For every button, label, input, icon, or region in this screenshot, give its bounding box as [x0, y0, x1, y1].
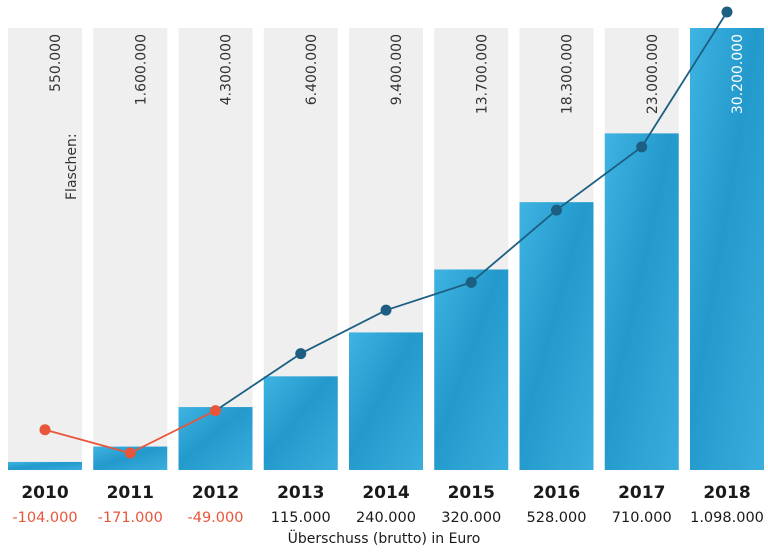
bottles-bar-2018: [690, 28, 764, 470]
surplus-label-2014: 240.000: [356, 510, 416, 526]
year-label-2015: 2015: [448, 483, 495, 503]
bottles-label-2010: 550.000: [48, 34, 64, 92]
surplus-label-2016: 528.000: [527, 510, 587, 526]
year-label-2014: 2014: [362, 483, 409, 503]
bottles-prefix-label: Flaschen:: [64, 133, 80, 200]
surplus-line-segment-2012: [214, 352, 302, 412]
bottles-label-2013: 6.400.000: [304, 34, 320, 105]
bottles-bar-2017: [604, 133, 679, 470]
column-background-2010: [8, 28, 82, 470]
surplus-point-2013: [295, 348, 307, 360]
surplus-line-segment-2015: [470, 209, 558, 284]
surplus-line-segment-2011: [129, 409, 216, 454]
bottles-label-2017: 23.000.000: [645, 34, 661, 114]
bottles-bar-2013: [263, 376, 338, 470]
year-label-2010: 2010: [21, 483, 68, 503]
bottles-bar-2016: [519, 202, 594, 470]
surplus-line-segment-2013: [300, 309, 387, 355]
surplus-point-2017: [636, 141, 648, 153]
year-label-2018: 2018: [703, 483, 750, 503]
bottles-bar-2012: [178, 407, 253, 470]
bottles-label-2012: 4.300.000: [219, 34, 235, 105]
year-label-2016: 2016: [533, 483, 580, 503]
surplus-point-2010: [39, 424, 51, 436]
surplus-label-2010: -104.000: [12, 510, 77, 526]
surplus-label-2015: 320.000: [441, 510, 501, 526]
surplus-point-2011: [124, 447, 136, 459]
surplus-label-2018: 1.098.000: [690, 510, 764, 526]
column-background-2012: [178, 28, 253, 470]
surplus-point-2014: [380, 304, 392, 316]
bottles-label-2018: 30.200.000: [730, 34, 746, 114]
surplus-point-2016: [551, 204, 562, 216]
surplus-label-2011: -171.000: [98, 510, 163, 526]
bottles-bar-2014: [349, 332, 423, 470]
surplus-label-2013: 115.000: [271, 510, 331, 526]
column-background-2011: [93, 28, 168, 470]
surplus-label-2017: 710.000: [612, 510, 672, 526]
year-label-2017: 2017: [618, 483, 665, 503]
bottles-bar-2015: [434, 269, 509, 470]
surplus-point-2018: [721, 6, 733, 18]
surplus-line-segment-2017: [640, 11, 728, 148]
bottles-bar-2010: [8, 461, 82, 470]
bottles-label-2011: 1.600.000: [133, 34, 149, 105]
year-label-2011: 2011: [107, 483, 154, 503]
surplus-point-2015: [465, 276, 477, 288]
surplus-line-segment-2016: [555, 146, 643, 211]
year-label-2013: 2013: [277, 483, 324, 503]
surplus-label-2012: -49.000: [188, 510, 244, 526]
surplus-line-segment-2014: [385, 281, 472, 312]
bottles-label-2015: 13.700.000: [474, 34, 490, 114]
bottles-label-2016: 18.300.000: [560, 34, 576, 114]
surplus-line-segment-2010: [44, 428, 131, 454]
bottles-label-2014: 9.400.000: [389, 34, 405, 105]
year-label-2012: 2012: [192, 483, 239, 503]
surplus-point-2012: [210, 405, 221, 417]
x-axis-label: Überschuss (brutto) in Euro: [288, 529, 481, 547]
